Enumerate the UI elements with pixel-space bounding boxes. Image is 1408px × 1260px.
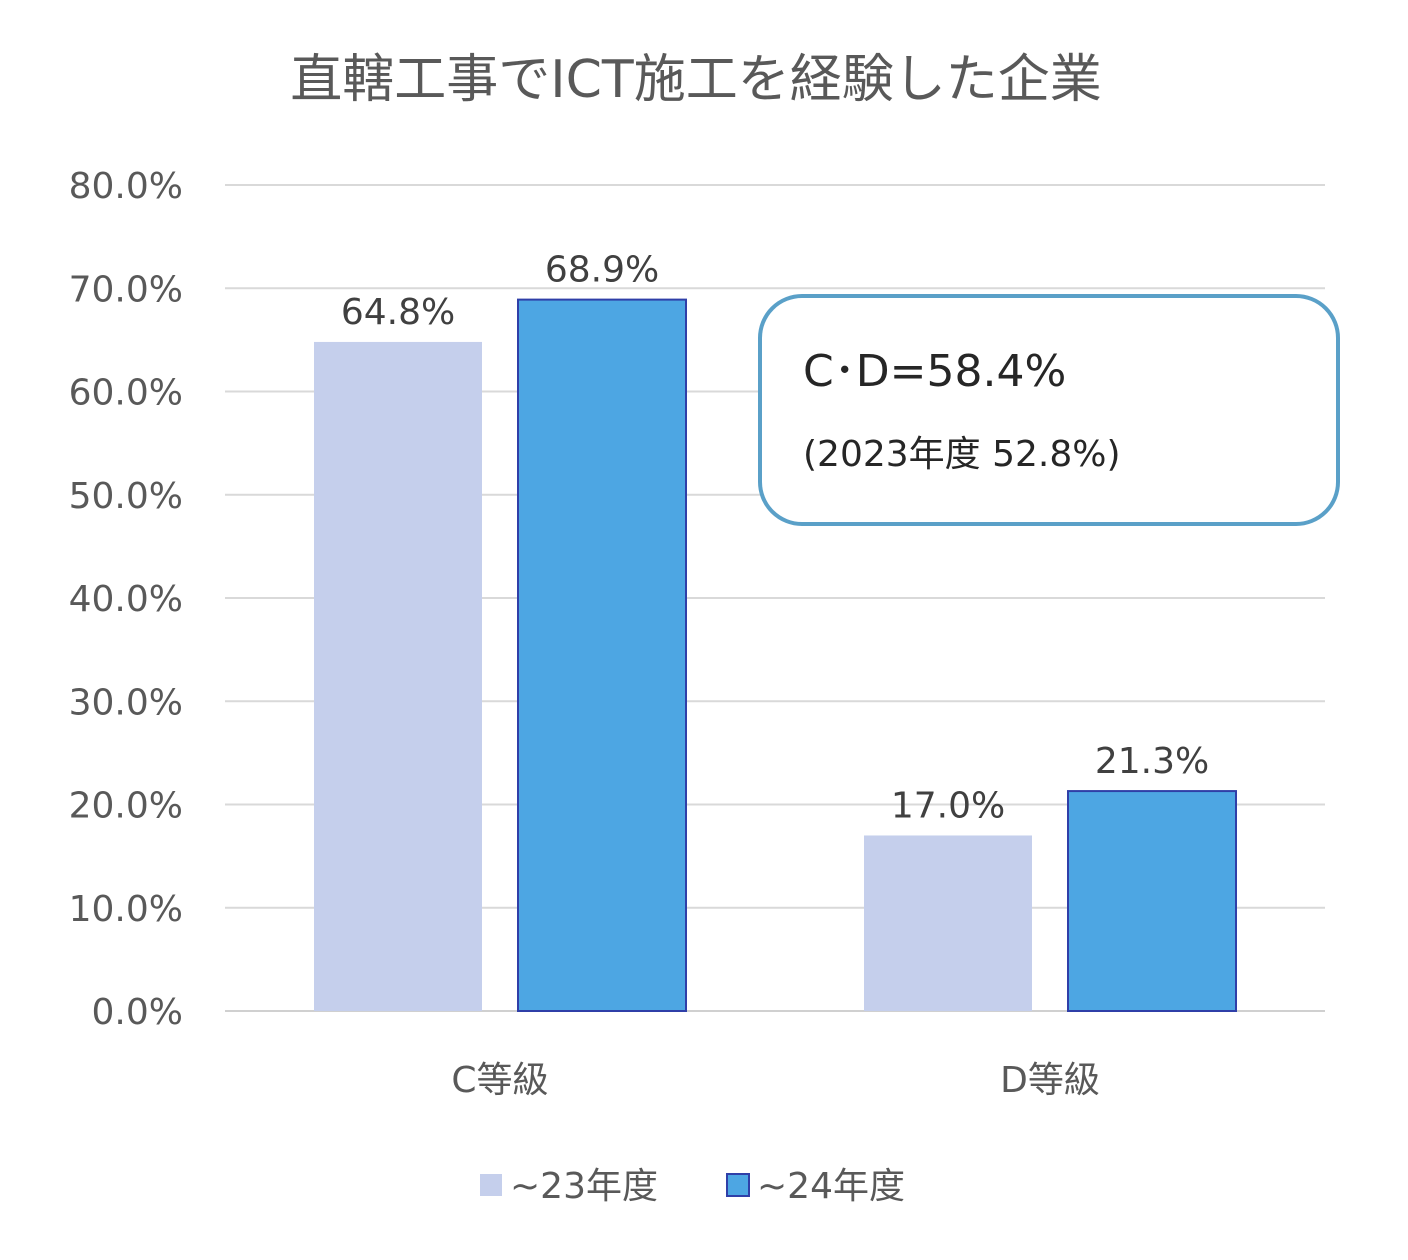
x-axis-categories: C等級 D等級	[451, 1060, 1099, 1101]
y-tick-label: 80.0%	[69, 166, 183, 207]
legend-swatch	[480, 1174, 502, 1196]
y-tick-label: 0.0%	[92, 992, 183, 1033]
y-tick-label: 40.0%	[69, 579, 183, 620]
y-tick-label: 50.0%	[69, 476, 183, 517]
data-label: 21.3%	[1095, 741, 1209, 782]
data-labels: 64.8% 68.9% 17.0% 21.3%	[341, 250, 1209, 827]
bar-2-2	[1067, 790, 1237, 1013]
data-label: 64.8%	[341, 292, 455, 333]
y-axis-ticks: 0.0% 10.0% 20.0% 30.0% 40.0% 50.0% 60.0% 70.0% 8…	[69, 166, 183, 1033]
legend-swatch	[726, 1173, 750, 1197]
y-tick-label: 70.0%	[69, 269, 183, 310]
bar-1-2	[864, 835, 1032, 1011]
legend: ~23年度 ~24年度	[480, 1166, 905, 1207]
chart-title: 直轄工事でICT施工を経験した企業	[290, 50, 1101, 110]
legend-label: ~24年度	[757, 1166, 905, 1207]
y-tick-label: 20.0%	[69, 786, 183, 827]
bars	[314, 298, 1237, 1013]
data-label: 68.9%	[545, 250, 659, 291]
y-tick-label: 60.0%	[69, 373, 183, 414]
legend-label: ~23年度	[510, 1166, 658, 1207]
bar-2-1	[517, 298, 687, 1013]
annotation-callout: C･D=58.4% (2023年度 52.8%)	[758, 294, 1340, 526]
y-tick-label: 10.0%	[69, 889, 183, 930]
y-tick-label: 30.0%	[69, 682, 183, 723]
category-label: C等級	[451, 1060, 548, 1101]
category-label: D等級	[1000, 1060, 1100, 1101]
annotation-box	[758, 294, 1340, 526]
data-label: 17.0%	[891, 785, 1005, 826]
annotation-sub-text: (2023年度 52.8%)	[803, 434, 1121, 475]
bar-1-1	[314, 341, 482, 1011]
annotation-main-text: C･D=58.4%	[803, 346, 1066, 397]
